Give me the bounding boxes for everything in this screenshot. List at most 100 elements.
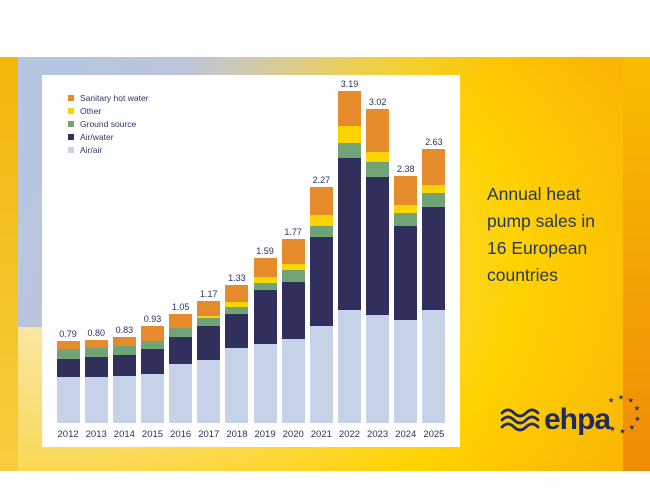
bar-segment — [253, 289, 277, 344]
bar-value-label: 3.19 — [340, 79, 359, 90]
bar-stack — [140, 326, 164, 423]
x-axis-label: 2022 — [338, 429, 361, 440]
bar-segment — [56, 340, 80, 350]
x-axis-label: 2023 — [367, 429, 389, 440]
legend-row: Sanitary hot water — [68, 91, 149, 104]
bar-segment — [309, 215, 333, 226]
title-line: countries — [487, 265, 559, 285]
svg-text:★: ★ — [608, 397, 614, 405]
legend-swatch — [68, 94, 74, 101]
bar-stack — [422, 149, 446, 423]
ehpa-wordmark: ehpa — [544, 403, 611, 436]
bar-column: 0.83 2014 — [110, 75, 138, 447]
bar-segment — [253, 277, 277, 283]
x-axis-label: 2019 — [254, 429, 276, 440]
bar-value-label: 1.77 — [284, 227, 302, 238]
svg-text:★: ★ — [629, 424, 635, 432]
x-axis-label: 2012 — [57, 429, 79, 440]
bar-segment — [169, 363, 193, 423]
bar-segment — [253, 344, 277, 423]
legend-label: Ground source — [80, 118, 137, 129]
bar-segment — [337, 91, 361, 126]
waves-icon — [500, 408, 540, 432]
bar-column: 1.77 2020 — [279, 75, 307, 447]
bar-segment — [169, 336, 193, 364]
svg-text:★: ★ — [634, 405, 640, 413]
bar-segment — [225, 306, 249, 314]
bar-segment — [169, 328, 193, 337]
chart-title: Annual heat pump sales in 16 European co… — [487, 181, 637, 289]
bar-segment — [337, 157, 361, 310]
bar-segment — [394, 226, 418, 320]
legend-swatch — [68, 146, 74, 153]
bar-value-label: 1.33 — [228, 272, 246, 283]
legend-swatch — [68, 107, 74, 114]
stars-icon: ★ ★★★★★★★★ — [602, 394, 640, 436]
bar-segment — [169, 313, 193, 329]
bar-segment — [366, 151, 390, 162]
bar-segment — [225, 348, 249, 423]
bar-segment — [112, 346, 136, 356]
bar-value-label: 2.38 — [396, 163, 415, 174]
bar-segment — [197, 315, 221, 319]
bar-segment — [84, 348, 108, 358]
svg-text:★: ★ — [618, 394, 624, 402]
bar-segment — [112, 336, 136, 347]
bar-segment — [366, 314, 390, 423]
legend-label: Air/water — [80, 131, 114, 142]
x-axis-label: 2020 — [282, 429, 304, 440]
bar-column: 1.59 2019 — [251, 75, 279, 447]
bar-column: 3.19 2022 — [335, 75, 363, 447]
svg-text:★: ★ — [619, 427, 625, 435]
svg-text:★: ★ — [602, 418, 608, 426]
bar-segment — [197, 318, 221, 327]
bar-column: 1.33 2018 — [223, 75, 251, 447]
bar-segment — [140, 374, 164, 423]
bar-stack — [197, 301, 221, 423]
bar-segment — [394, 320, 418, 423]
bar-segment — [281, 239, 305, 265]
bar-segment — [56, 377, 80, 423]
bar-segment — [422, 184, 446, 194]
left-accent-strip — [0, 57, 18, 471]
bar-column: 0.93 2015 — [138, 75, 166, 447]
bar-segment — [253, 257, 277, 278]
bar-segment — [56, 349, 80, 359]
svg-text:★: ★ — [609, 425, 615, 433]
bar-value-label: 2.27 — [312, 175, 331, 186]
bar-segment — [281, 270, 305, 282]
x-axis-label: 2024 — [395, 429, 417, 440]
bar-value-label: 1.05 — [171, 301, 190, 312]
x-axis-label: 2021 — [310, 429, 332, 440]
bar-segment — [197, 359, 221, 423]
bar-segment — [422, 309, 446, 423]
bar-value-label: 1.59 — [256, 245, 274, 256]
bar-column: 2.27 2021 — [307, 75, 335, 447]
legend: Sanitary hot water Other Ground source Air/… — [68, 91, 149, 156]
bar-stack — [281, 239, 305, 423]
bar-segment — [225, 284, 249, 303]
svg-text:★: ★ — [628, 397, 634, 405]
bar-segment — [394, 175, 418, 205]
x-axis-label: 2013 — [85, 429, 107, 440]
x-axis-label: 2018 — [226, 429, 248, 440]
bar-segment — [140, 326, 164, 341]
bar-segment — [197, 301, 221, 316]
bar-stack — [337, 91, 361, 423]
x-axis-label: 2025 — [423, 429, 445, 440]
ehpa-logo: ehpa ★ ★ ★ ★ ★ ★ ★ ★ ★ — [500, 394, 645, 438]
bar-segment — [394, 204, 418, 213]
right-accent-strip — [623, 57, 650, 471]
bar-value-label: 0.83 — [115, 324, 134, 335]
bar-stack — [56, 340, 80, 423]
bar-segment — [309, 236, 333, 327]
legend-label: Other — [80, 105, 102, 116]
bar-segment — [140, 349, 164, 375]
bar-segment — [112, 376, 136, 423]
bar-segment — [140, 340, 164, 350]
bar-segment — [422, 149, 446, 185]
title-line: Annual heat — [487, 184, 581, 204]
bar-value-label: 0.79 — [59, 328, 77, 339]
bar-value-label: 0.93 — [143, 314, 162, 325]
bar-segment — [253, 282, 277, 290]
